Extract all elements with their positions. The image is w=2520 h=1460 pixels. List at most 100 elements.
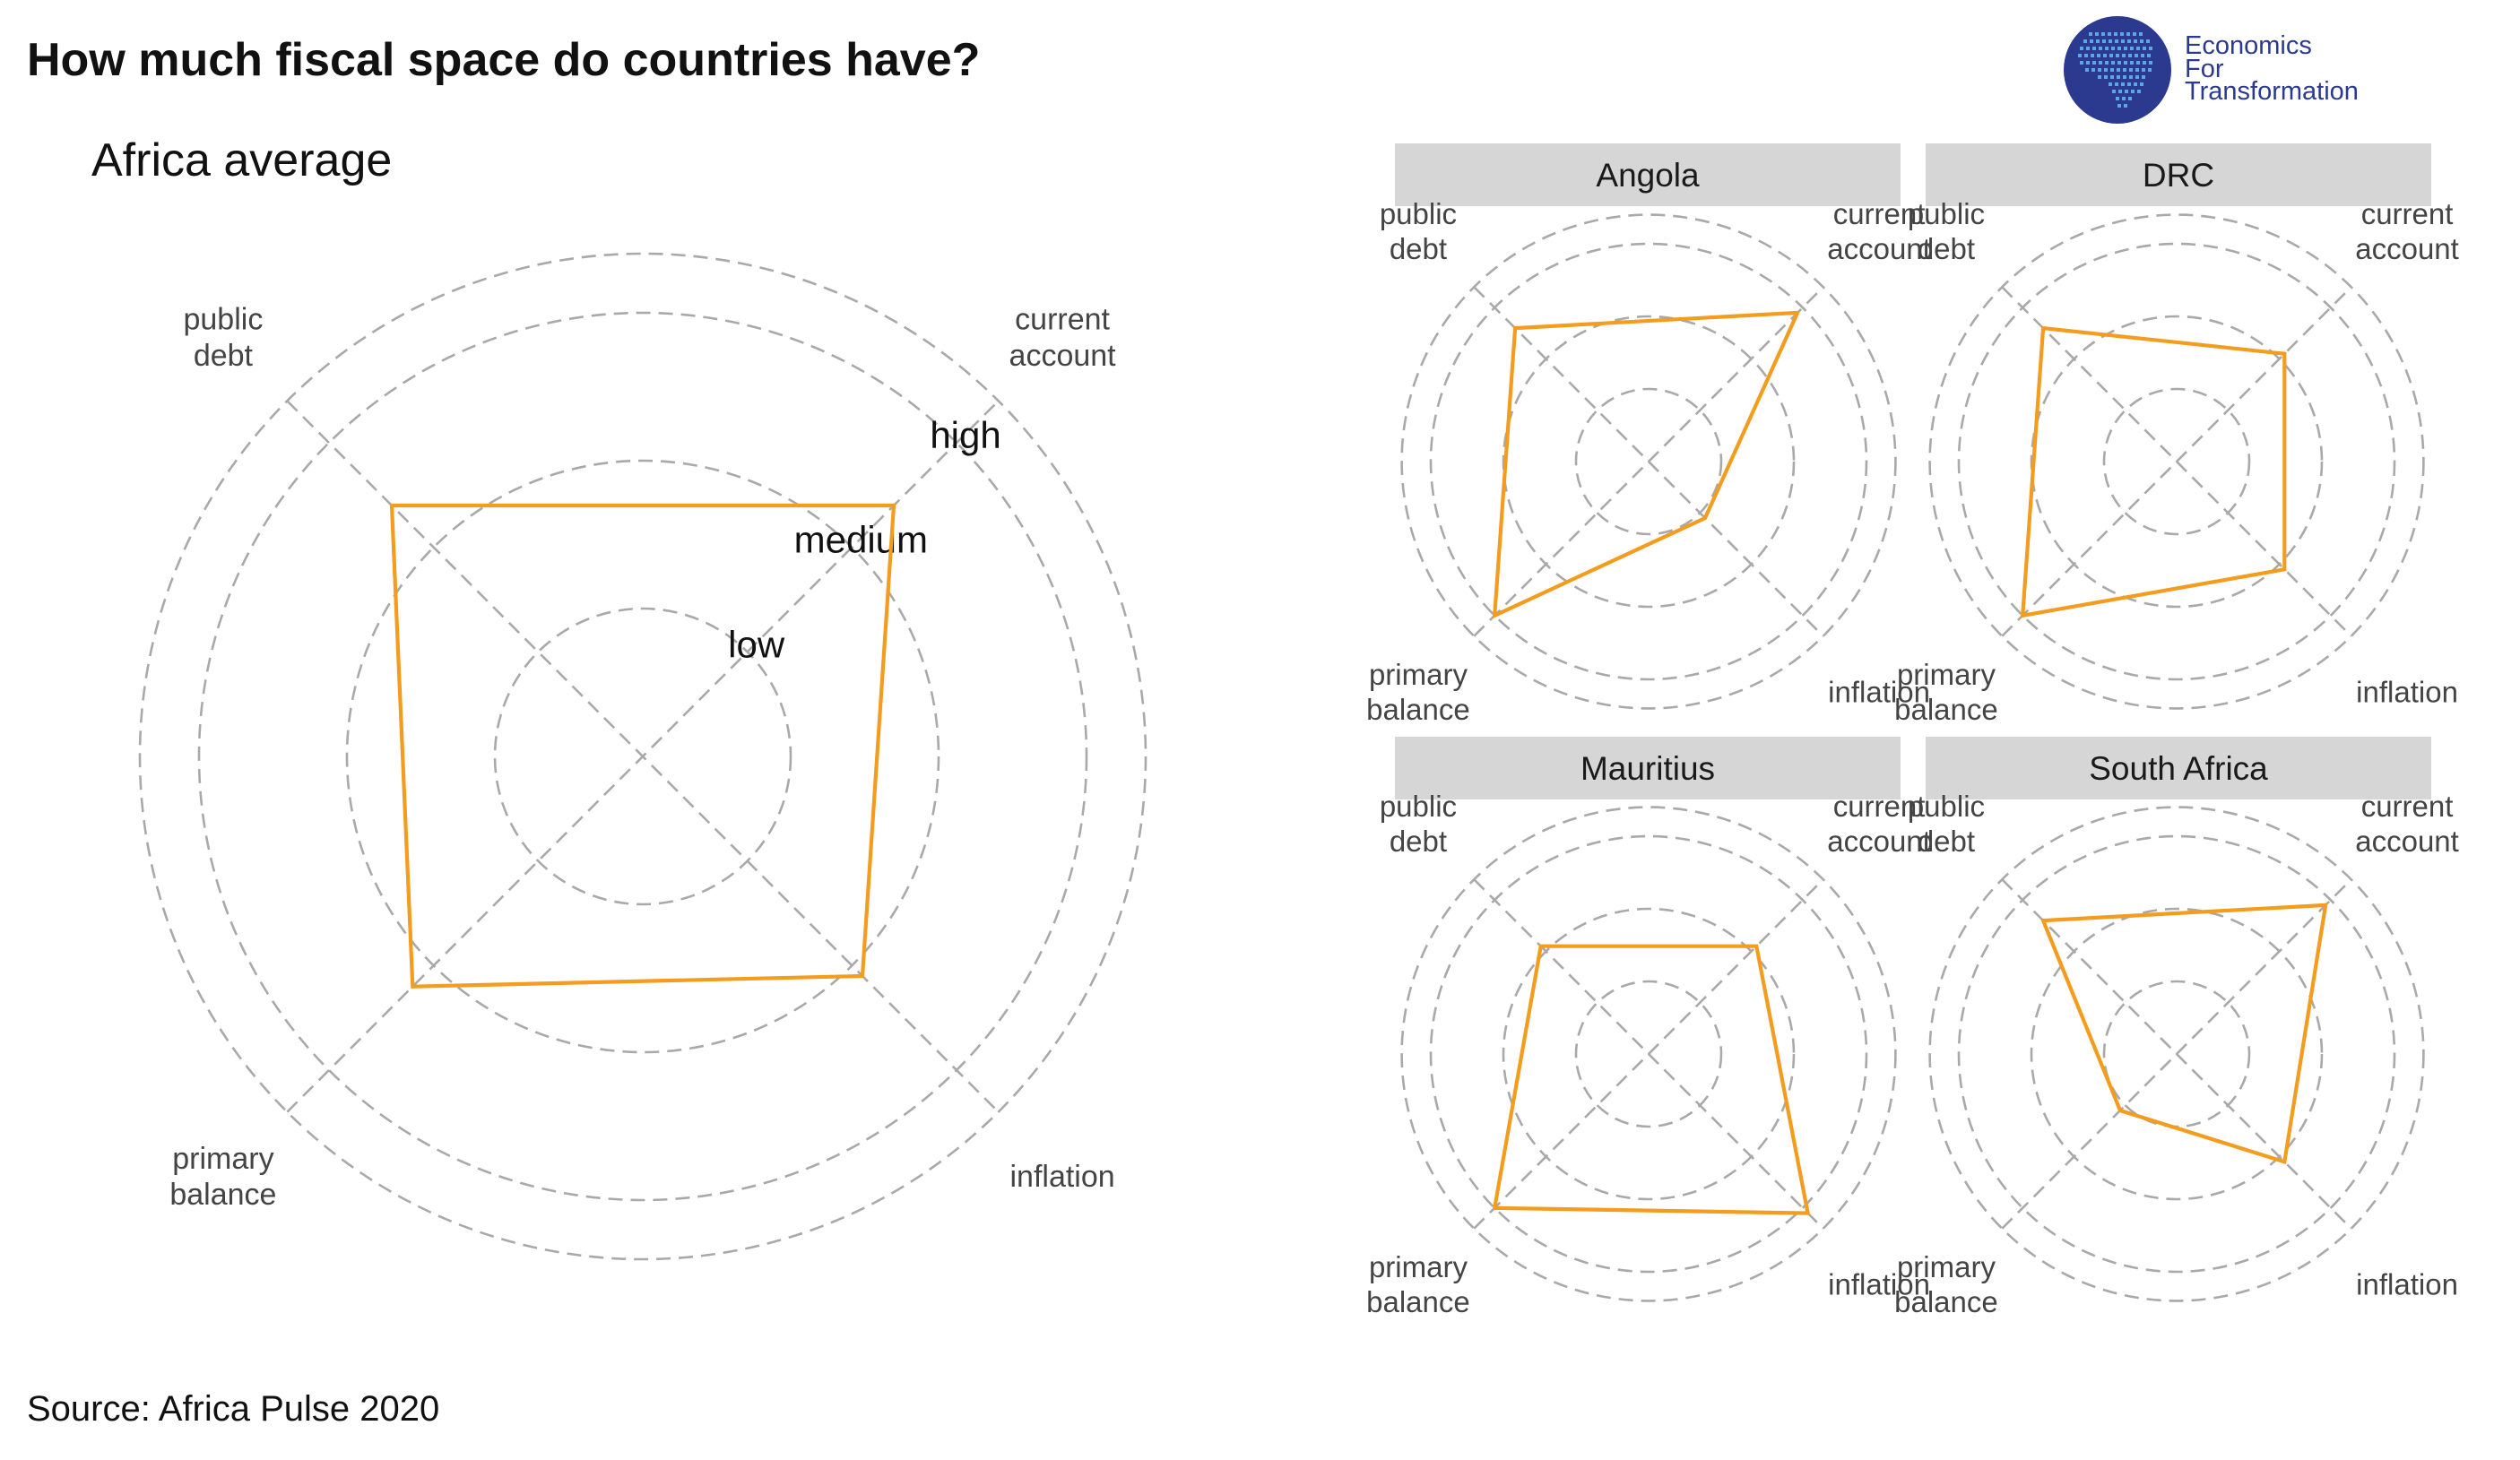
axis-label: primary: [1369, 658, 1468, 691]
axis-label: inflation: [1828, 1268, 1930, 1301]
logo-dot: [2109, 54, 2113, 57]
logo-dot: [2125, 90, 2128, 93]
axis-label: balance: [1894, 1285, 1998, 1318]
logo-dot: [2117, 104, 2121, 108]
axis-label: debt: [1918, 232, 1975, 265]
logo-dot: [2149, 47, 2152, 50]
logo-dot: [2136, 47, 2140, 50]
axis-label: public: [1380, 790, 1457, 823]
logo-text-line-1: Economics: [2185, 31, 2312, 60]
facet-strip: [1395, 737, 1901, 799]
axis-label: account: [2355, 232, 2459, 265]
axis-label: balance: [169, 1178, 276, 1212]
logo-dot: [2084, 54, 2088, 57]
logo-dot: [2127, 82, 2131, 86]
axis-label: primary: [172, 1142, 273, 1176]
axis-label: current: [2361, 790, 2454, 823]
logo-dot: [2136, 61, 2140, 65]
logo-dot: [2117, 61, 2121, 65]
logo-dot: [2115, 82, 2118, 86]
logo-dot: [2149, 61, 2152, 65]
logo-dot: [2080, 61, 2083, 65]
logo-dot: [2128, 54, 2132, 57]
logo-dot: [2117, 68, 2120, 72]
grid-ring: [1502, 907, 1796, 1201]
axis-label: account: [2355, 825, 2459, 858]
figure-title: How much fiscal space do countries have?: [27, 34, 980, 86]
grid-ring: [1400, 806, 1897, 1302]
logo-dot: [2118, 90, 2122, 93]
logo-dot: [2142, 68, 2145, 72]
logo-dot: [2086, 61, 2090, 65]
logo-text-line-3: Transformation: [2185, 77, 2359, 106]
axis-label: inflation: [1009, 1160, 1114, 1194]
axis-label: account: [1009, 339, 1117, 373]
grid-ring: [2030, 907, 2324, 1201]
facet-title: Mauritius: [1580, 750, 1715, 787]
logo-dot: [2115, 39, 2118, 43]
logo-dot: [2142, 75, 2145, 79]
logo-dot: [2134, 39, 2137, 43]
grid-ring: [493, 607, 792, 906]
logo-dot: [2109, 82, 2112, 86]
logo-dot: [2148, 68, 2152, 72]
axis-label: current: [1015, 303, 1110, 337]
logo-dot: [2129, 75, 2133, 79]
logo-dot: [2086, 47, 2090, 50]
series-polygon: [389, 503, 896, 989]
axis-spoke: [2001, 286, 2352, 637]
source-note: Source: Africa Pulse 2020: [27, 1389, 439, 1429]
logo-dots: [2078, 32, 2152, 108]
logo-dot: [2099, 47, 2102, 50]
logo-dot: [2110, 75, 2114, 79]
logo-dot: [2104, 68, 2108, 72]
logo-dot: [2091, 54, 2094, 57]
logo-dot: [2101, 32, 2105, 36]
logo-dot: [2083, 39, 2087, 43]
logo-dot: [2108, 32, 2111, 36]
logo-dot: [2080, 47, 2083, 50]
logo-dot: [2129, 68, 2133, 72]
axis-label: public: [1380, 197, 1457, 230]
grid-ring: [1502, 315, 1796, 609]
axis-label: debt: [1390, 232, 1447, 265]
axis-label: current: [2361, 197, 2454, 230]
logo-dot: [2102, 39, 2106, 43]
logo-dot: [2078, 54, 2082, 57]
logo-dot: [2130, 47, 2134, 50]
logo-dot: [2135, 68, 2139, 72]
logo-dot: [2098, 68, 2101, 72]
logo-dot: [2091, 68, 2095, 72]
logo-dot: [2117, 75, 2120, 79]
logo-dot: [2147, 54, 2151, 57]
logo-dot: [2110, 68, 2114, 72]
axis-label: debt: [194, 339, 254, 373]
logo-dot: [2114, 32, 2117, 36]
logo-dot: [2124, 61, 2127, 65]
logo-dot: [2131, 90, 2135, 93]
facet-strip: [1395, 143, 1901, 206]
axis-spoke: [2001, 878, 2352, 1230]
logo-dot: [2098, 75, 2101, 79]
logo-dot: [2111, 61, 2115, 65]
logo-dot: [2128, 97, 2132, 100]
logo-dot: [2104, 75, 2108, 79]
logo-dot: [2141, 54, 2144, 57]
axis-label: public: [1908, 790, 1985, 823]
logo-dot: [2092, 61, 2096, 65]
axis-label: inflation: [1828, 676, 1930, 709]
facet-title: DRC: [2143, 157, 2214, 194]
logo-dot: [2090, 39, 2093, 43]
logo-dot: [2120, 32, 2124, 36]
logo-dot: [2089, 32, 2092, 36]
series-polygon: [1492, 310, 1801, 619]
axis-spoke: [286, 400, 1000, 1113]
logo-dot: [2140, 82, 2143, 86]
axis-label: primary: [1897, 658, 1996, 691]
logo-dot: [2116, 97, 2119, 100]
axis-label: inflation: [2356, 1268, 2458, 1301]
grid-ring: [1957, 834, 2396, 1274]
